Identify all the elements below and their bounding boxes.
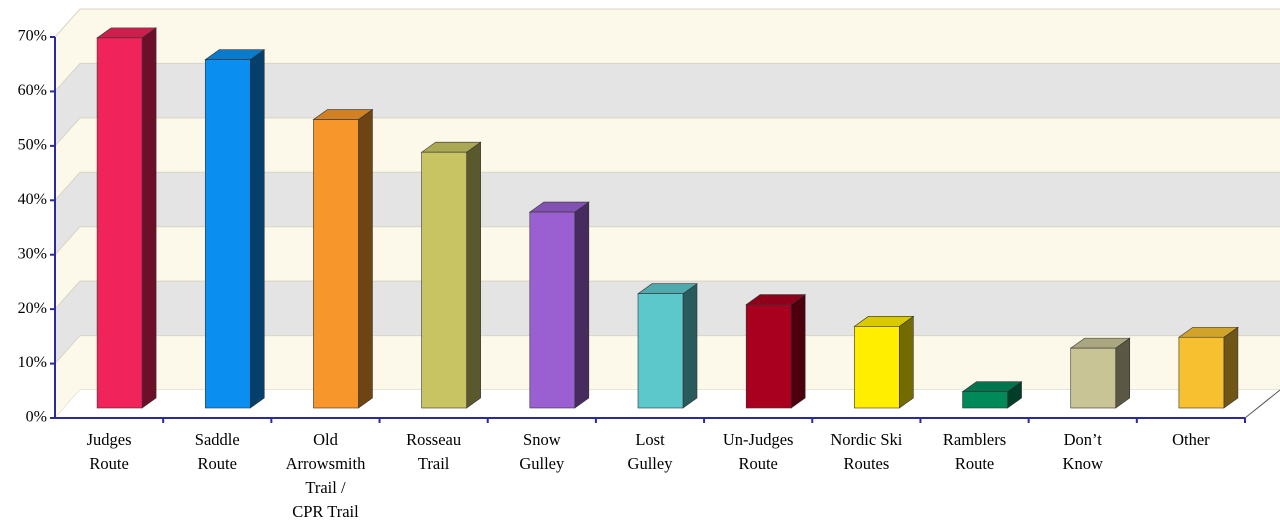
bar-side	[899, 315, 914, 409]
bar-front	[529, 211, 576, 409]
bar-front	[421, 151, 467, 409]
y-tick-label: 40%	[18, 191, 47, 208]
side-wall-band	[55, 335, 80, 418]
x-tick-label: Judges Route	[86, 430, 132, 473]
wall-band	[80, 117, 1280, 173]
bar	[96, 27, 158, 409]
y-tick-label: 30%	[18, 245, 47, 262]
x-tick-label: Don’t Know	[1062, 430, 1103, 473]
bar	[204, 49, 266, 409]
grid-line	[54, 117, 1280, 147]
x-tick-label: Nordic Ski Routes	[830, 430, 903, 473]
grid-line	[54, 8, 1280, 38]
x-tick-label: Old Arrowsmith Trail / CPR Trail	[285, 430, 366, 521]
bar-side	[358, 108, 373, 409]
y-tick-label: 20%	[18, 300, 47, 317]
y-tick-label: 60%	[18, 82, 47, 99]
bar	[312, 108, 374, 409]
x-tick-label: Un-Judges Route	[722, 430, 794, 473]
floor-edge	[1244, 389, 1280, 419]
bar	[528, 201, 590, 409]
bar-front	[1178, 336, 1225, 409]
x-tick-label: Lost Gulley	[627, 430, 673, 473]
wall-band	[80, 63, 1280, 118]
y-tick-label: 70%	[18, 28, 47, 45]
x-tick-label: Other	[1172, 430, 1210, 449]
bar	[1069, 337, 1131, 409]
wall-band	[80, 9, 1280, 64]
bar-front	[854, 326, 900, 409]
bar-front	[204, 59, 251, 409]
grid-line	[54, 280, 1280, 310]
bar-front	[313, 119, 359, 409]
side-wall-band	[55, 281, 80, 364]
bar-side	[1115, 337, 1131, 409]
side-wall-band	[55, 117, 80, 201]
bar-front	[637, 293, 684, 409]
bar-front	[962, 391, 1008, 409]
bar	[637, 283, 698, 409]
bar-side	[1223, 326, 1239, 409]
x-tick-label: Rosseau Trail	[406, 430, 462, 473]
bar-side	[682, 283, 698, 409]
bar	[853, 315, 915, 409]
bar	[745, 294, 807, 409]
side-wall-band	[55, 63, 80, 146]
bar-front	[745, 304, 792, 409]
side-wall-band	[55, 172, 80, 255]
bar-side	[574, 201, 590, 409]
grid-line	[54, 62, 1280, 92]
bar-side	[466, 141, 481, 409]
grid-line	[54, 171, 1280, 201]
y-tick-label: 50%	[18, 137, 47, 154]
bar	[1177, 326, 1239, 409]
bar-side	[141, 27, 157, 409]
bar-side	[249, 49, 265, 409]
x-tick-label: Ramblers Route	[942, 430, 1007, 473]
x-tick-label: Snow Gulley	[519, 430, 565, 473]
wall-band	[80, 172, 1280, 227]
side-wall-band	[55, 9, 80, 92]
x-tick-label: Saddle Route	[194, 430, 240, 473]
y-tick-label: 0%	[26, 409, 47, 426]
side-wall-band	[55, 226, 80, 310]
bar	[420, 141, 482, 409]
bar-front	[1070, 347, 1117, 409]
bar	[961, 381, 1023, 409]
grid-line	[54, 226, 1280, 256]
bar-side	[790, 294, 806, 409]
wall-band	[80, 226, 1280, 282]
bar-front	[96, 37, 143, 409]
y-tick-label: 10%	[18, 354, 47, 371]
